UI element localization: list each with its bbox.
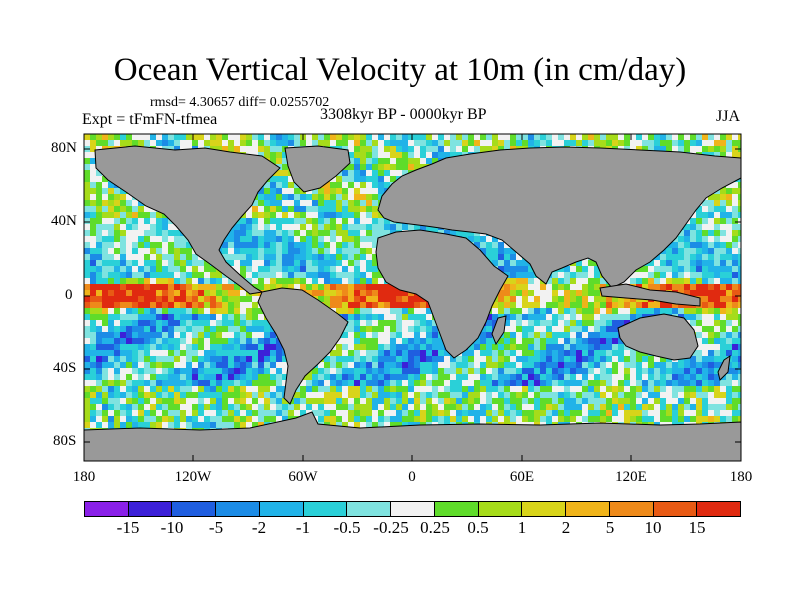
stats-line: rmsd= 4.30657 diff= 0.0255702 [150,95,330,110]
colorbar-label: 5 [605,518,615,537]
colorbar-swatch-0 [85,502,129,516]
map-area [84,134,741,461]
landmass-madagascar [491,315,507,346]
lat-label-80s: 80S [53,433,77,449]
land-masses [84,145,741,461]
colorbar-label: -15 [116,518,140,537]
landmass-antarctica [84,411,741,461]
colorbar-swatch-8 [434,502,479,516]
lat-label-0: 0 [65,287,73,303]
landmass-north-america [94,145,281,295]
landmass-eurasia [377,146,741,289]
lon-label-60w: 60W [288,469,318,485]
lon-label-180w: 180 [72,469,96,485]
colorbar-swatch-7 [391,502,435,516]
colorbar-swatch-9 [478,502,523,516]
plot-title: Ocean Vertical Velocity at 10m (in cm/da… [113,52,687,88]
colorbar-swatch-10 [522,502,567,516]
colorbar-label: 15 [688,518,706,537]
colorbar-swatch-13 [653,502,698,516]
experiment-label: Expt = tFmFN-tfmea [82,111,218,128]
map-ticks [84,134,741,461]
colorbar-swatch-5 [303,502,348,516]
landmass-indonesia [599,283,701,307]
landmass-greenland [284,145,351,193]
colorbar-label: -2 [251,518,267,537]
colorbar-swatch-6 [347,502,392,516]
colorbar-label: -10 [160,518,184,537]
landmass-south-america [257,287,349,405]
colorbar-swatch-14 [697,502,741,516]
lon-label-120w: 120W [174,469,212,485]
colorbar-label: -5 [208,518,224,537]
colorbar-label: -1 [295,518,311,537]
colorbar-label: 2 [561,518,571,537]
colorbar-swatch-1 [128,502,173,516]
lon-label-180e: 180 [729,469,753,485]
colorbar-swatch-11 [566,502,610,516]
season-label: JJA [715,108,740,125]
landmass-new-zealand [717,354,731,381]
landmass-australia [617,313,699,361]
colorbar [84,501,741,517]
colorbar-swatch-3 [216,502,260,516]
colorbar-label: -0.5 [333,518,361,537]
lat-label-80n: 80N [51,140,77,156]
colorbar-swatch-2 [172,502,217,516]
lon-label-0: 0 [408,469,416,485]
lon-label-120e: 120E [615,469,647,485]
colorbar-swatch-4 [259,502,304,516]
colorbar-label: 0.5 [467,518,489,537]
colorbar-label: -0.25 [373,518,409,537]
colorbar-label: 0.25 [420,518,450,537]
period-label: 3308kyr BP - 0000kyr BP [320,106,487,123]
lat-label-40s: 40S [53,360,77,376]
lon-label-60e: 60E [509,469,535,485]
landmass-africa [375,229,509,359]
colorbar-swatch-12 [609,502,654,516]
colorbar-label: 10 [644,518,662,537]
lat-label-40n: 40N [51,213,77,229]
colorbar-label: 1 [517,518,527,537]
